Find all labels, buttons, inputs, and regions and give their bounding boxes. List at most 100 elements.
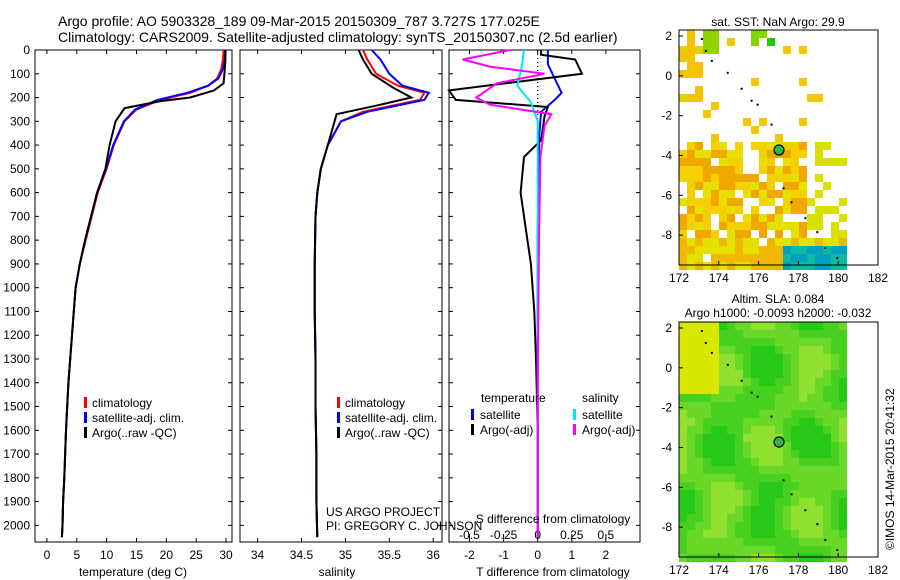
depth-tick-label: 900 [10, 257, 30, 271]
map-cell [839, 450, 847, 458]
map-cell [791, 530, 799, 538]
map-cell [743, 474, 751, 482]
map-cell [815, 262, 823, 270]
map-cell [711, 418, 719, 426]
map-cell [759, 394, 767, 402]
map-cell [695, 434, 703, 442]
map-cell [687, 330, 695, 338]
map-cell [759, 466, 767, 474]
map-cell [679, 362, 687, 370]
map-cell [831, 370, 839, 378]
map-cell [783, 254, 791, 262]
map-cell [759, 198, 767, 206]
map-cell [703, 434, 711, 442]
map-cell [791, 198, 799, 206]
map-cell [719, 450, 727, 458]
map-cell [751, 238, 759, 246]
sal-legend-swatch [337, 397, 340, 408]
map-cell [815, 394, 823, 402]
map-cell [711, 482, 719, 490]
map-cell [815, 150, 823, 158]
map-cell [783, 554, 791, 562]
map-cell [687, 498, 695, 506]
map-cell [791, 474, 799, 482]
map-cell [791, 506, 799, 514]
map-cell [799, 418, 807, 426]
map-cell [695, 70, 703, 78]
map-cell [839, 442, 847, 450]
temp-panel-xtick-label: 25 [190, 548, 204, 562]
depth-tick-label: 1500 [3, 400, 30, 414]
map-cell [831, 498, 839, 506]
map-cell [775, 166, 783, 174]
map-cell [679, 338, 687, 346]
map-cell [823, 394, 831, 402]
map-cell [775, 322, 783, 330]
sal-panel-xtick-label: 35 [339, 548, 353, 562]
map-cell [727, 442, 735, 450]
map-cell [799, 182, 807, 190]
map-cell [679, 530, 687, 538]
map-cell [759, 490, 767, 498]
map-cell [743, 410, 751, 418]
map-cell [735, 222, 743, 230]
map-cell [719, 410, 727, 418]
sla-map-xtick-label: 182 [868, 563, 888, 577]
map-cell [775, 538, 783, 546]
map-cell [831, 206, 839, 214]
map-cell [751, 378, 759, 386]
map-cell [783, 402, 791, 410]
map-cell [783, 522, 791, 530]
map-cell [695, 426, 703, 434]
map-cell [735, 474, 743, 482]
map-cell [679, 394, 687, 402]
map-cell [823, 378, 831, 386]
map-cell [831, 254, 839, 262]
map-cell [679, 418, 687, 426]
map-cell [687, 206, 695, 214]
map-cell [815, 346, 823, 354]
map-cell [703, 482, 711, 490]
map-cell [703, 426, 711, 434]
map-cell [727, 238, 735, 246]
map-cell [767, 330, 775, 338]
map-cell [799, 538, 807, 546]
map-cell [759, 554, 767, 562]
map-cell [767, 522, 775, 530]
map-cell [735, 546, 743, 554]
island-dot [710, 351, 713, 354]
map-cell [839, 490, 847, 498]
map-cell [727, 426, 735, 434]
map-cell [711, 198, 719, 206]
map-cell [695, 490, 703, 498]
map-cell [783, 346, 791, 354]
island-dot [770, 123, 773, 126]
map-cell [695, 506, 703, 514]
map-cell [823, 142, 831, 150]
argo-float-marker [773, 436, 785, 448]
map-cell [719, 190, 727, 198]
map-cell [735, 394, 743, 402]
sst-map-xtick-label: 174 [709, 271, 729, 285]
map-cell [823, 458, 831, 466]
map-cell [759, 150, 767, 158]
map-cell [719, 322, 727, 330]
sla-map-subtitle: Argo h1000: -0.0093 h2000: -0.032 [685, 306, 872, 320]
map-cell [791, 538, 799, 546]
diff-legend-label: Argo(-adj) [480, 423, 533, 437]
map-cell [703, 262, 711, 270]
map-cell [807, 530, 815, 538]
map-cell [743, 402, 751, 410]
map-cell [751, 514, 759, 522]
map-cell [823, 158, 831, 166]
map-cell [823, 530, 831, 538]
map-cell [703, 46, 711, 54]
map-cell [807, 498, 815, 506]
map-cell [759, 30, 767, 38]
sal-panel-xtick-label: 36 [427, 548, 441, 562]
map-cell [807, 338, 815, 346]
map-cell [831, 238, 839, 246]
map-cell [759, 230, 767, 238]
map-cell [735, 402, 743, 410]
island-dot [782, 187, 785, 190]
